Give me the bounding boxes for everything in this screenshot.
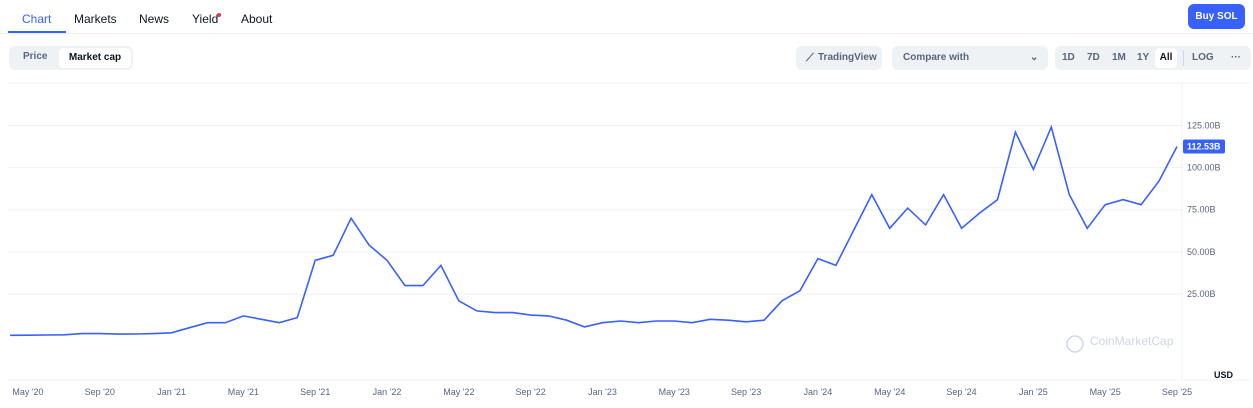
currency-label: USD (1214, 370, 1234, 380)
y-tick-label: 125.00B (1187, 120, 1221, 130)
more-button[interactable]: ··· (1231, 52, 1241, 63)
buy-button[interactable]: Buy SOL (1188, 4, 1245, 29)
tradingview-button[interactable]: ⟋ TradingView (796, 46, 882, 70)
range-button[interactable]: 1Y (1137, 52, 1150, 63)
x-tick-label: Sep '23 (731, 387, 761, 397)
badge-dot (217, 13, 221, 17)
x-tick-label: Jan '23 (588, 387, 617, 397)
x-tick-label: Sep '21 (300, 387, 330, 397)
range-group: 1D 7D 1M 1Y All LOG ··· (1055, 46, 1251, 70)
range-button[interactable]: 1D (1062, 52, 1075, 63)
y-tick-label: 50.00B (1187, 247, 1216, 257)
x-tick-label: Sep '22 (516, 387, 546, 397)
x-tick-label: May '20 (12, 387, 43, 397)
x-tick-label: Sep '25 (1162, 387, 1192, 397)
last-value-label: 112.53B (1187, 141, 1221, 151)
x-tick-label: Sep '20 (85, 387, 115, 397)
watermark: CoinMarketCap (1090, 334, 1174, 348)
active-underline (8, 31, 66, 33)
x-tick-label: May '23 (659, 387, 690, 397)
select-label: Compare with (903, 52, 970, 63)
tab[interactable]: News (139, 12, 170, 26)
x-tick-label: Jan '25 (1019, 387, 1048, 397)
x-tick-label: Jan '24 (804, 387, 833, 397)
compare-select[interactable]: Compare with ⌄ (892, 46, 1048, 70)
nav-bar: Chart Markets News Yield About Buy SOL (0, 0, 1253, 34)
x-tick-label: Jan '22 (373, 387, 402, 397)
x-tick-label: May '22 (443, 387, 474, 397)
tab[interactable]: Yield (192, 12, 219, 26)
last-value-tag (1183, 139, 1225, 154)
tab[interactable]: Markets (74, 12, 117, 26)
x-tick-label: May '25 (1090, 387, 1121, 397)
range-button[interactable]: All (1155, 48, 1177, 68)
y-tick-label: 100.00B (1187, 163, 1221, 173)
x-tick-label: Sep '24 (946, 387, 976, 397)
toggle: Price Market cap (9, 46, 133, 70)
x-tick-label: Jan '21 (157, 387, 186, 397)
button-label: TradingView (818, 52, 877, 63)
x-tick-label: May '24 (874, 387, 905, 397)
tab[interactable]: About (241, 12, 273, 26)
tab[interactable]: Chart (22, 12, 52, 26)
y-tick-label: 75.00B (1187, 205, 1216, 215)
toggle-option[interactable]: Market cap (59, 48, 131, 68)
watermark-logo (1066, 335, 1084, 353)
range-button[interactable]: 7D (1087, 52, 1100, 63)
price-line (9, 124, 1178, 337)
toggle-option[interactable]: Price (23, 51, 48, 62)
range-button[interactable]: 1M (1112, 52, 1126, 63)
y-tick-label: 25.00B (1187, 289, 1216, 299)
log-button[interactable]: LOG (1192, 52, 1214, 63)
x-tick-label: May '21 (228, 387, 259, 397)
